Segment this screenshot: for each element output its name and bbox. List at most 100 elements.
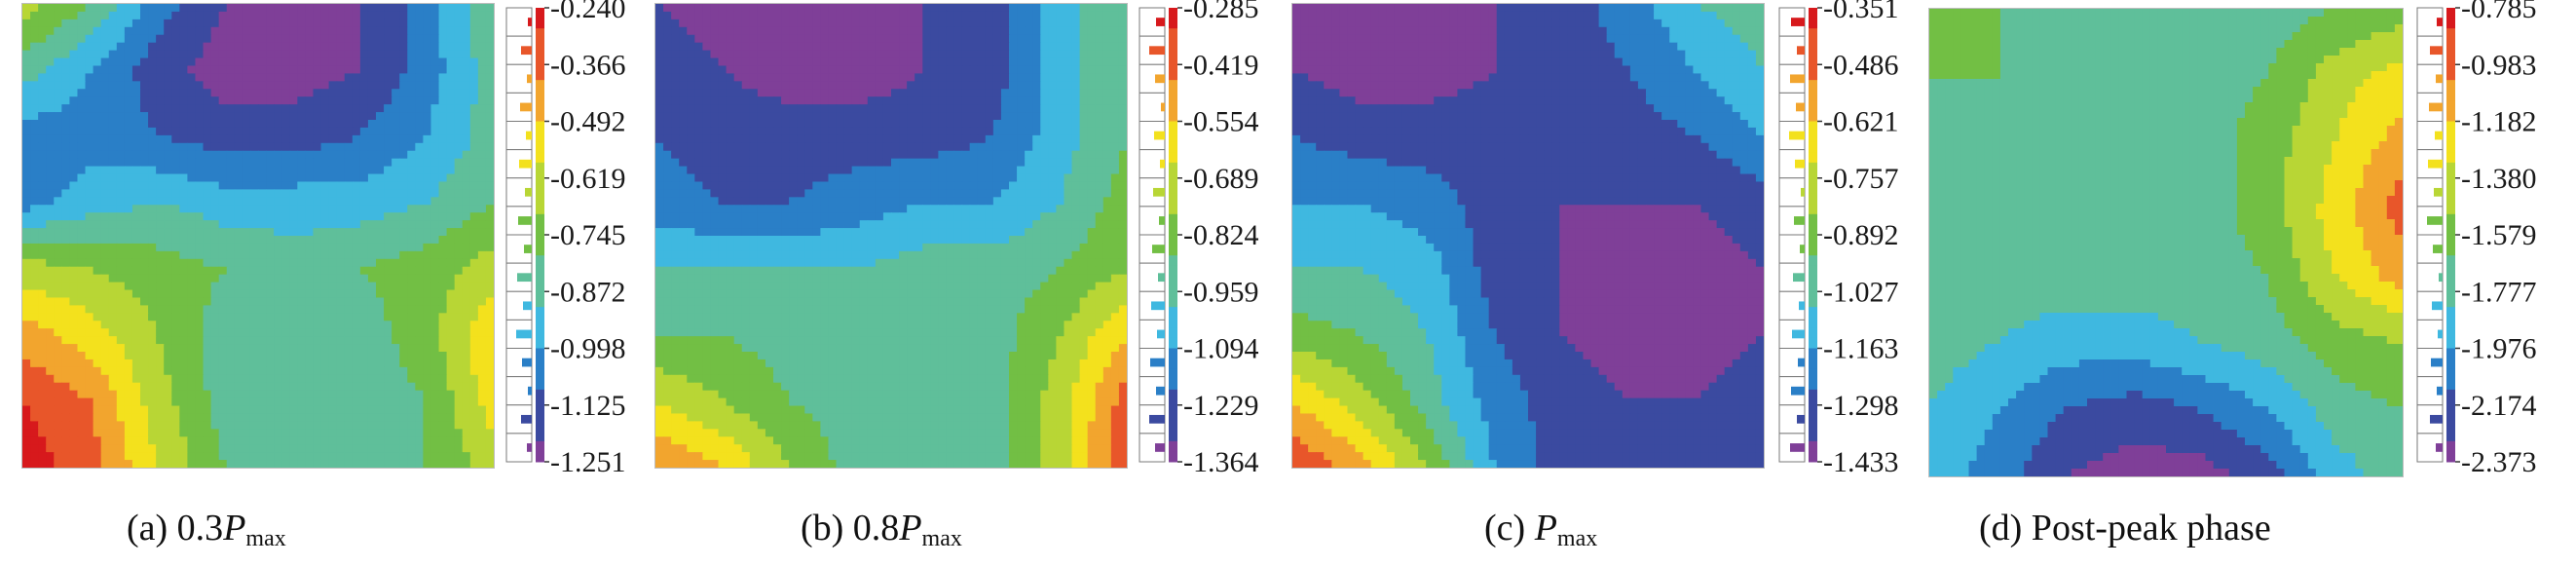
field-cell [116,228,126,237]
field-cell [423,236,432,245]
field-cell [820,120,830,129]
field-cell [812,19,821,28]
field-cell [352,250,361,260]
field-cell [203,405,212,415]
field-cell [297,289,306,299]
field-cell [1040,134,1049,144]
field-cell [305,258,315,268]
field-cell [100,189,110,198]
field-cell [148,228,157,237]
field-cell [54,382,62,392]
field-cell [423,374,432,384]
field-cell [1071,112,1081,121]
colorbar-swatch [536,204,544,215]
field-cell [116,444,126,453]
field-cell [407,173,416,183]
field-cell [210,73,220,82]
field-cell [187,413,197,422]
field-cell [399,305,408,314]
field-cell [140,344,149,353]
field-cell [392,258,400,268]
field-cell [100,460,110,468]
field-cell [789,127,798,136]
field-cell [148,4,157,13]
field-cell [392,336,400,345]
field-cell [336,173,346,183]
field-cell [156,220,165,229]
field-cell [54,444,62,453]
field-cell [1110,158,1120,168]
field-cell [430,289,440,299]
field-cell [438,282,448,291]
field-cell [438,460,448,468]
field-cell [93,436,102,445]
field-cell [108,297,118,306]
field-cell [485,366,494,376]
panel-a: -0.240 -0.366 -0.492 -0.619 -0.745 -0.872 -0.9… [0,0,626,567]
field-cell [891,19,900,28]
field-cell [242,297,251,306]
field-cell [663,26,672,36]
field-cell [164,382,172,392]
field-cell [454,89,464,97]
field-cell [54,89,62,97]
field-cell [77,142,87,152]
field-cell [156,321,165,329]
field-cell [38,452,47,461]
field-cell [336,189,346,198]
field-cell [156,96,165,105]
field-cell [1079,26,1089,36]
field-cell [922,57,931,67]
field-cell [289,236,298,245]
field-cell [320,181,330,190]
field-cell [469,421,479,430]
field-cell [1118,96,1127,105]
field-cell [1032,150,1041,160]
field-cell [85,96,94,105]
field-cell [108,274,118,284]
field-cell [156,173,165,183]
field-cell [281,112,290,121]
field-cell [384,26,392,36]
field-cell [836,50,845,59]
field-cell [663,89,672,97]
field-cell [922,158,931,168]
field-cell [234,397,243,407]
field-cell [789,4,798,13]
field-cell [891,142,900,152]
field-cell [462,258,471,268]
field-cell [946,127,955,136]
field-cell [195,11,205,20]
field-cell [663,166,672,175]
field-cell [930,142,939,152]
field-cell [352,189,361,198]
field-cell [305,173,315,183]
field-cell [274,73,282,82]
field-cell [328,127,338,136]
field-cell [1102,96,1112,105]
field-cell [859,42,869,52]
field-cell [679,73,688,82]
field-cell [859,81,869,90]
field-cell [485,65,494,74]
field-cell [1118,26,1127,36]
field-cell [907,96,915,105]
field-cell [1079,73,1089,82]
field-cell [336,142,346,152]
field-cell [313,421,322,430]
field-cell [407,336,416,345]
colorbar-tick-label: -0.492 [550,106,626,138]
field-cell [423,305,432,314]
field-cell [812,4,821,13]
field-cell [687,57,695,67]
field-cell [462,405,471,415]
field-cell [320,336,330,345]
field-cell [131,189,141,198]
field-cell [226,89,236,97]
field-cell [320,236,330,245]
field-cell [485,104,494,113]
field-cell [313,50,322,59]
field-cell [85,127,94,136]
field-cell [131,112,141,121]
field-cell [773,81,782,90]
